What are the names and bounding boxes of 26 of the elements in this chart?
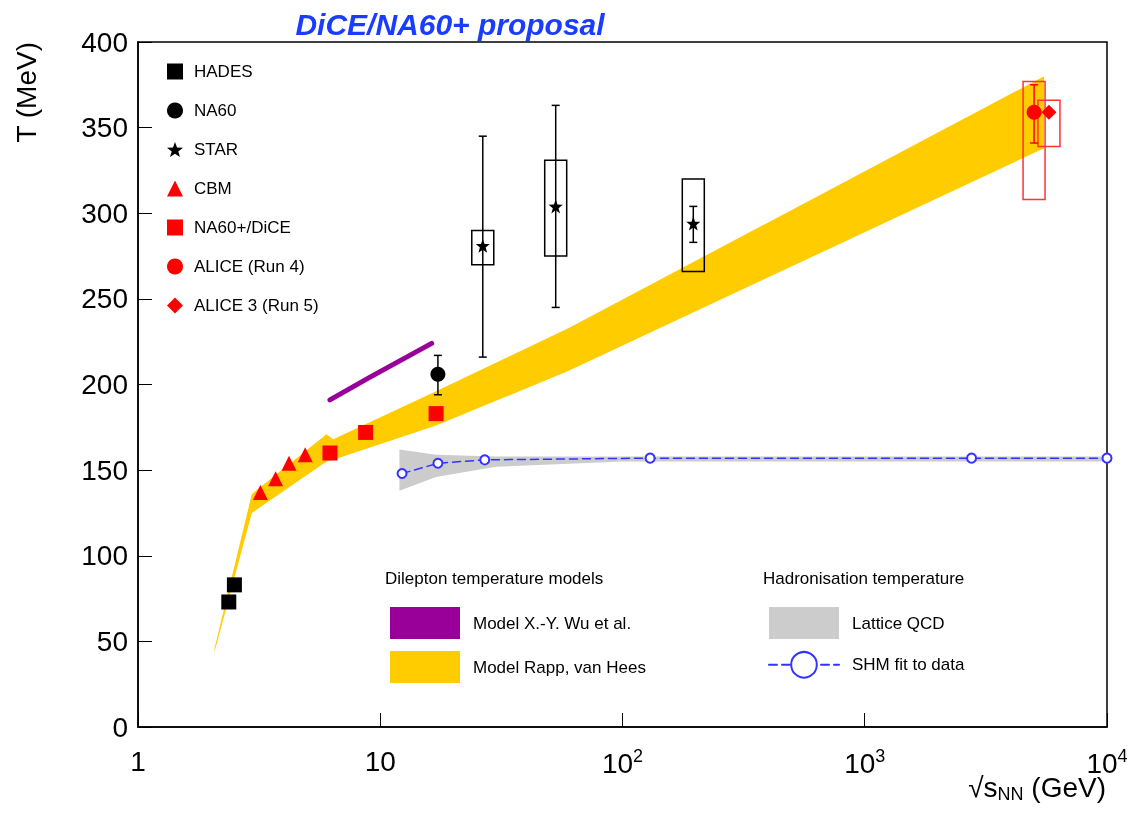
y-tick-label: 350 bbox=[81, 112, 128, 144]
legend-label: SHM fit to data bbox=[852, 655, 965, 675]
annotation: Dilepton temperature models bbox=[385, 569, 604, 588]
y-tick-label: 150 bbox=[81, 454, 128, 486]
y-tick-label: 100 bbox=[81, 540, 128, 572]
y-tick-label: 250 bbox=[81, 283, 128, 315]
legend-label: ALICE 3 (Run 5) bbox=[194, 296, 319, 315]
y-tick-label: 200 bbox=[81, 369, 128, 400]
legend-label: STAR bbox=[194, 140, 239, 159]
y-tick-label: 400 bbox=[81, 26, 128, 58]
legend-label: Model X.-Y. Wu et al. bbox=[473, 613, 632, 633]
y-axis-title: T (MeV) bbox=[10, 42, 42, 143]
legend-label: NA60 bbox=[194, 101, 237, 120]
y-tick-label: 50 bbox=[96, 625, 128, 657]
annotation: Hadronisation temperature bbox=[763, 569, 965, 588]
x-tick-label: 10 bbox=[364, 745, 396, 777]
legend-label: Lattice QCD bbox=[852, 613, 945, 633]
legend-label: NA60+/DiCE bbox=[194, 218, 291, 237]
legend-label: Model Rapp, van Hees bbox=[473, 657, 646, 677]
legend-label: HADES bbox=[194, 62, 253, 81]
chart-title: DiCE/NA60+ proposal bbox=[295, 7, 606, 41]
y-tick-label: 300 bbox=[81, 197, 128, 229]
legend-label: ALICE (Run 4) bbox=[194, 257, 305, 276]
x-tick-label: 1 bbox=[130, 745, 146, 777]
legend-label: CBM bbox=[194, 179, 232, 198]
y-tick-label: 0 bbox=[112, 711, 128, 743]
